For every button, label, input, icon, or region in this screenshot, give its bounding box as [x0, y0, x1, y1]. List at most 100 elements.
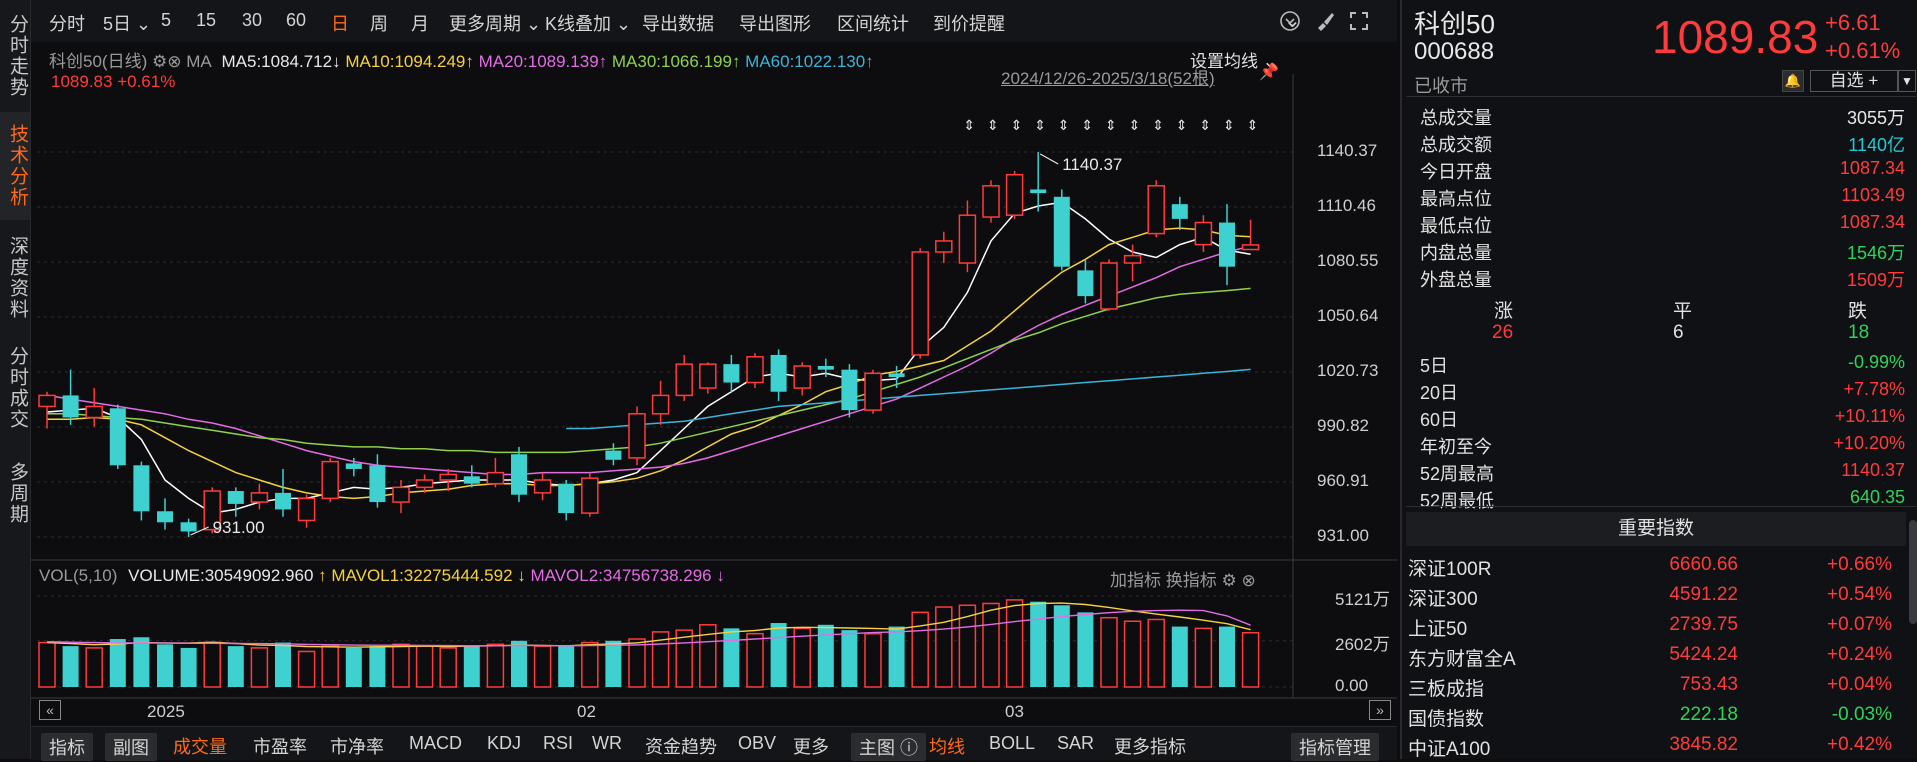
kline-overlay-dropdown[interactable]: K线叠加 ⌄: [545, 14, 632, 34]
scroll-right-icon[interactable]: »: [1369, 700, 1391, 720]
divider: [1406, 96, 1916, 97]
watchlist-dropdown-icon[interactable]: ▼: [1898, 70, 1916, 92]
index-row[interactable]: 深证300 4591.22 +0.54%: [1408, 584, 1898, 612]
ind-pe[interactable]: 市盈率: [253, 737, 307, 757]
circle-collapse-icon[interactable]: [1279, 10, 1301, 32]
index-row[interactable]: 中证A100 3845.82 +0.42%: [1408, 734, 1898, 762]
period-30min[interactable]: 30: [242, 10, 263, 30]
time-label-2025: 2025: [147, 702, 185, 721]
fullscreen-icon[interactable]: [1348, 10, 1370, 32]
sub-chart-tab[interactable]: 副图: [105, 733, 157, 761]
pin-icon[interactable]: 📌: [1259, 64, 1279, 81]
ind-kdj[interactable]: KDJ: [487, 733, 522, 753]
index-row[interactable]: 国债指数 222.18 -0.03%: [1408, 704, 1898, 732]
kline-chart-area[interactable]: 1140.37 931.00 ⇕ ⇕ ⇕ ⇕ ⇕ ⇕ ⇕ ⇕ ⇕ ⇕ ⇕ ⇕ ⇕ 科创50(日线) ⚙⊗ …: [31, 42, 1397, 726]
ind-wr[interactable]: WR: [592, 733, 622, 753]
candle-body: [392, 486, 410, 503]
period-day[interactable]: 日: [331, 14, 349, 34]
candle-body: [1077, 270, 1094, 297]
ind-ma[interactable]: 均线: [929, 737, 965, 757]
ind-boll[interactable]: BOLL: [989, 733, 1036, 753]
candle: [321, 457, 339, 503]
index-price: 4591.22: [1669, 584, 1738, 605]
close-icon[interactable]: ⊗: [167, 52, 182, 71]
tab-multi-period[interactable]: 多周期: [7, 461, 28, 525]
period-intraday[interactable]: 分时: [49, 14, 85, 34]
volume-bar: [203, 641, 221, 688]
ind-obv[interactable]: OBV: [738, 733, 777, 753]
extreme-label: 931.00: [213, 518, 265, 537]
tab-deep-data[interactable]: 深度资料: [7, 236, 28, 320]
ind-pb[interactable]: 市净率: [330, 737, 384, 757]
index-pct: +0.66%: [1827, 554, 1892, 575]
index-row[interactable]: 深证100R 6660.66 +0.66%: [1408, 554, 1898, 582]
kline-chart-svg[interactable]: 1140.37 931.00 ⇕ ⇕ ⇕ ⇕ ⇕ ⇕ ⇕ ⇕ ⇕ ⇕ ⇕ ⇕ ⇕: [31, 42, 1397, 726]
tab-intraday[interactable]: 分时走势: [7, 14, 28, 98]
set-ma-dropdown[interactable]: 设置均线 ⌄: [1190, 52, 1277, 71]
market-breadth: 涨 平 跌 26 6 18: [1420, 296, 1905, 348]
period-label: 52周最高: [1420, 464, 1495, 484]
ind-rsi[interactable]: RSI: [543, 733, 574, 753]
indices-scrollbar[interactable]: [1909, 520, 1917, 624]
candle: [1147, 180, 1165, 238]
volume-bar: [250, 647, 269, 688]
volume-bar: [675, 629, 693, 688]
candle-body: [463, 476, 480, 484]
candle-body: [841, 369, 858, 411]
period-15min[interactable]: 15: [196, 10, 217, 30]
index-row[interactable]: 三板成指 753.43 +0.04%: [1408, 674, 1898, 702]
price-readout: 1089.83 +0.61%: [51, 72, 175, 92]
signal-arrow-icon: ⇕: [1058, 117, 1070, 133]
candle: [1053, 189, 1070, 271]
candle-body: [1100, 262, 1118, 310]
indicator-manage-button[interactable]: 指标管理: [1291, 733, 1379, 761]
export-data-button[interactable]: 导出数据: [642, 14, 714, 34]
period-month[interactable]: 月: [411, 14, 429, 34]
period-60min[interactable]: 60: [286, 10, 307, 30]
period-week[interactable]: 周: [370, 14, 388, 34]
export-graphic-button[interactable]: 导出图形: [739, 14, 811, 34]
vol-close-icon[interactable]: ⊗: [1241, 571, 1256, 590]
tab-intraday-trades[interactable]: 分时成交: [7, 346, 28, 430]
candle: [1241, 219, 1260, 251]
bell-icon[interactable]: 🔔: [1782, 70, 1804, 92]
range-stats-button[interactable]: 区间统计: [837, 14, 909, 34]
ind-volume[interactable]: 成交量: [173, 737, 227, 757]
date-range-label[interactable]: 2024/12/26-2025/3/18(52根): [1001, 69, 1215, 88]
candle: [817, 358, 834, 378]
volume-bar: [1005, 599, 1024, 688]
switch-indicator-button[interactable]: 换指标: [1165, 571, 1217, 590]
vol-settings-gear-icon[interactable]: ⚙: [1221, 571, 1237, 590]
add-indicator-button[interactable]: 加指标: [1110, 571, 1161, 590]
ind-sar[interactable]: SAR: [1057, 733, 1095, 753]
draw-brush-icon[interactable]: [1314, 10, 1336, 32]
period-label: 20日: [1420, 383, 1459, 403]
ind-more[interactable]: 更多: [793, 737, 829, 757]
scroll-left-icon[interactable]: «: [39, 700, 61, 720]
stat-row: 外盘总量 1509万: [1420, 266, 1905, 292]
settings-gear-icon[interactable]: ⚙: [151, 52, 168, 71]
index-row[interactable]: 上证50 2739.75 +0.07%: [1408, 614, 1898, 642]
volume-bar: [511, 640, 527, 687]
signal-arrow-icon: ⇕: [1199, 117, 1211, 133]
period-5min[interactable]: 5: [161, 10, 172, 30]
ind-macd[interactable]: MACD: [409, 733, 462, 753]
main-chart-tab[interactable]: 主图 ⓘ: [851, 733, 927, 761]
divider: [1406, 506, 1916, 507]
period-5day[interactable]: 5日 ⌄: [103, 14, 152, 34]
more-periods-dropdown[interactable]: 更多周期 ⌄: [449, 14, 542, 34]
tab-technical-analysis[interactable]: 技术分析: [0, 112, 30, 220]
ind-fund-trend[interactable]: 资金趋势: [645, 737, 717, 757]
price-alert-button[interactable]: 到价提醒: [933, 14, 1005, 34]
indicator-tab[interactable]: 指标: [41, 733, 93, 761]
ind-more-indicators[interactable]: 更多指标: [1114, 737, 1186, 757]
ma-line-ma20: [46, 245, 1251, 476]
candle-body: [297, 497, 316, 522]
price-change: +6.61: [1825, 10, 1881, 35]
index-row[interactable]: 东方财富全A 5424.24 +0.24%: [1408, 644, 1898, 672]
stat-label: 最高点位: [1420, 189, 1492, 209]
watchlist-add-button[interactable]: 自选 +: [1810, 70, 1898, 92]
candle-body: [1053, 196, 1070, 267]
flat-label: 平: [1673, 301, 1693, 322]
candle: [275, 468, 291, 517]
